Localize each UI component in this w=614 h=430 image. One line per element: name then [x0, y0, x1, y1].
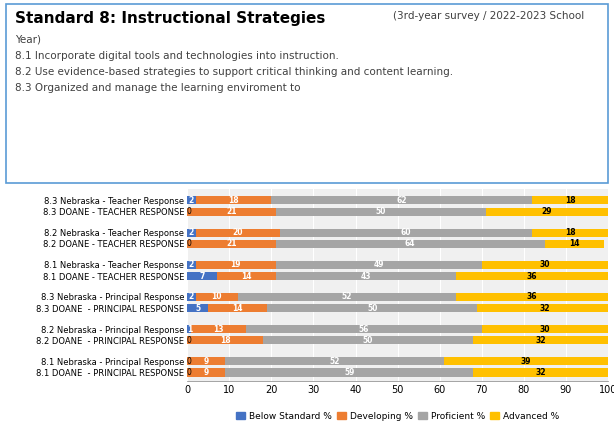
Bar: [187, 229, 196, 237]
Text: 9: 9: [204, 368, 209, 377]
Bar: [196, 229, 280, 237]
Text: 56: 56: [359, 325, 369, 334]
Bar: [187, 325, 192, 333]
Text: 21: 21: [226, 240, 236, 249]
Text: 2: 2: [189, 228, 194, 237]
Text: 14: 14: [241, 271, 251, 280]
Bar: [456, 293, 608, 301]
Text: 52: 52: [329, 357, 340, 366]
Bar: [187, 208, 276, 216]
Text: 32: 32: [540, 304, 550, 313]
Bar: [267, 304, 478, 312]
Text: 5: 5: [195, 304, 200, 313]
Text: 19: 19: [230, 260, 241, 269]
Legend: Below Standard %, Developing %, Proficient %, Advanced %: Below Standard %, Developing %, Proficie…: [232, 408, 563, 424]
Text: 18: 18: [565, 228, 575, 237]
Text: 0: 0: [187, 357, 192, 366]
Text: 2: 2: [189, 260, 194, 269]
Text: 50: 50: [367, 304, 378, 313]
Text: 8.1 Incorporate digital tools and technologies into instruction.: 8.1 Incorporate digital tools and techno…: [15, 51, 339, 61]
Text: 62: 62: [397, 196, 407, 205]
Bar: [276, 240, 545, 248]
Text: 50: 50: [376, 207, 386, 216]
Bar: [482, 325, 608, 333]
Bar: [217, 272, 276, 280]
Bar: [196, 261, 276, 269]
Bar: [482, 261, 608, 269]
Text: Year): Year): [15, 34, 41, 44]
Text: 18: 18: [228, 196, 239, 205]
Text: 14: 14: [569, 240, 580, 249]
Text: 2: 2: [189, 196, 194, 205]
Text: 29: 29: [542, 207, 552, 216]
Text: 0: 0: [187, 207, 192, 216]
Text: 30: 30: [540, 260, 550, 269]
Bar: [263, 336, 473, 344]
Text: 43: 43: [361, 271, 371, 280]
Text: 0: 0: [187, 368, 192, 377]
Bar: [238, 293, 456, 301]
Bar: [208, 304, 267, 312]
Text: 39: 39: [521, 357, 531, 366]
Bar: [486, 208, 608, 216]
Text: 50: 50: [363, 336, 373, 345]
Bar: [187, 357, 225, 365]
Bar: [246, 325, 482, 333]
Text: 0: 0: [187, 240, 192, 249]
Bar: [196, 197, 271, 205]
Bar: [456, 272, 608, 280]
Text: 60: 60: [401, 228, 411, 237]
Text: 30: 30: [540, 325, 550, 334]
Bar: [532, 197, 608, 205]
Text: 10: 10: [211, 292, 222, 301]
Bar: [196, 293, 238, 301]
Bar: [276, 261, 481, 269]
Text: 18: 18: [220, 336, 230, 345]
Text: 21: 21: [226, 207, 236, 216]
Bar: [187, 272, 217, 280]
Bar: [225, 369, 473, 377]
Bar: [187, 304, 208, 312]
Text: 20: 20: [233, 228, 243, 237]
Bar: [187, 336, 263, 344]
Text: 52: 52: [342, 292, 352, 301]
Bar: [187, 261, 196, 269]
Text: 64: 64: [405, 240, 416, 249]
Bar: [444, 357, 608, 365]
Bar: [187, 293, 196, 301]
Text: 32: 32: [535, 368, 546, 377]
Text: 0: 0: [187, 336, 192, 345]
Text: 8.2 Use evidence-based strategies to support critical thinking and content learn: 8.2 Use evidence-based strategies to sup…: [15, 67, 454, 77]
Text: Standard 8: Instructional Strategies: Standard 8: Instructional Strategies: [15, 11, 325, 26]
Text: 32: 32: [535, 336, 546, 345]
Bar: [192, 325, 246, 333]
Text: 13: 13: [214, 325, 224, 334]
Bar: [532, 229, 608, 237]
Text: 8.3 Organized and manage the learning enviroment to: 8.3 Organized and manage the learning en…: [15, 83, 301, 92]
Text: 2: 2: [189, 292, 194, 301]
Text: 14: 14: [233, 304, 243, 313]
Text: 9: 9: [204, 357, 209, 366]
Bar: [478, 304, 612, 312]
Bar: [545, 240, 604, 248]
Text: 36: 36: [527, 271, 537, 280]
Bar: [187, 369, 225, 377]
Bar: [225, 357, 444, 365]
Bar: [473, 336, 608, 344]
Bar: [187, 240, 276, 248]
Text: 59: 59: [344, 368, 354, 377]
Text: 7: 7: [200, 271, 204, 280]
Bar: [276, 272, 456, 280]
Text: 36: 36: [527, 292, 537, 301]
Bar: [187, 197, 196, 205]
Text: (3rd-year survey / 2022-2023 School: (3rd-year survey / 2022-2023 School: [393, 11, 584, 21]
Bar: [280, 229, 532, 237]
Bar: [276, 208, 486, 216]
Bar: [473, 369, 608, 377]
Text: 1: 1: [187, 325, 192, 334]
Bar: [271, 197, 532, 205]
Text: 49: 49: [373, 260, 384, 269]
Text: 18: 18: [565, 196, 575, 205]
